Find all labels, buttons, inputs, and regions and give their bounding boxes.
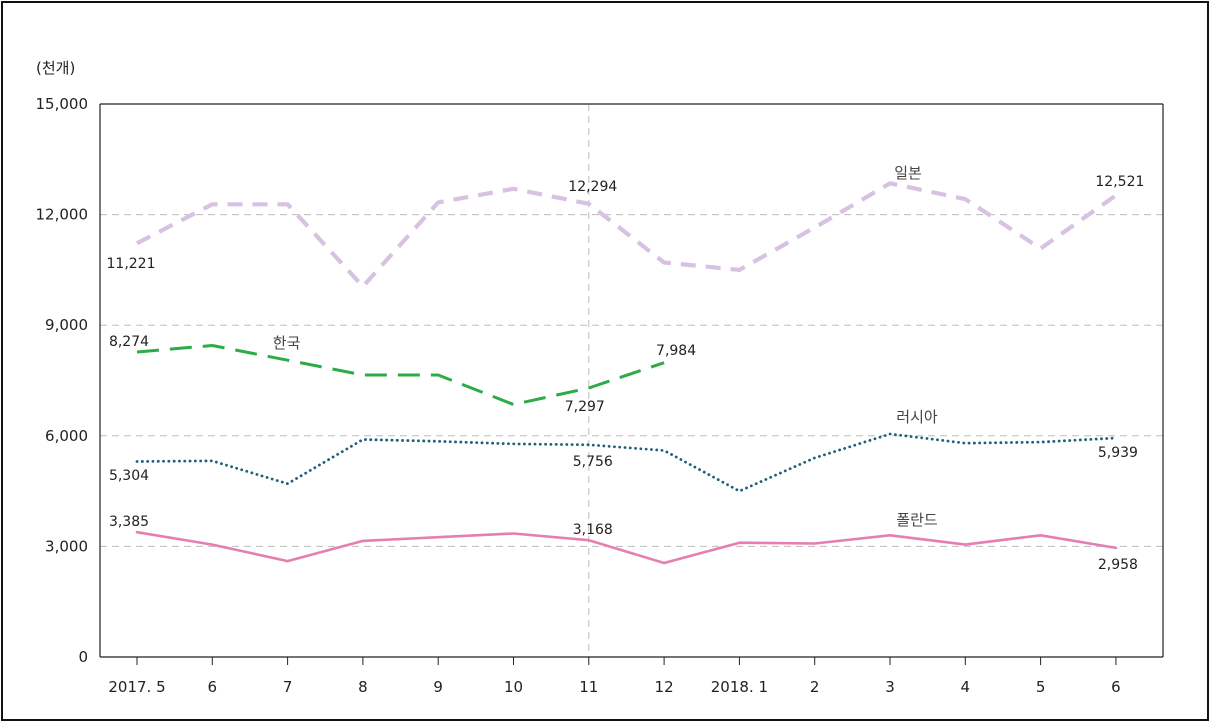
data-label: 5,756 — [573, 454, 613, 470]
series-name-label: 러시아 — [896, 408, 938, 426]
x-tick-label: 3 — [885, 678, 895, 696]
x-tick-label: 12 — [655, 678, 674, 696]
data-label: 5,304 — [109, 468, 149, 484]
data-label: 12,521 — [1095, 174, 1144, 190]
data-label: 11,221 — [107, 256, 156, 272]
y-tick-label: 12,000 — [36, 206, 89, 224]
x-tick-label: 9 — [433, 678, 443, 696]
series-line-3 — [135, 530, 1118, 565]
axes: 0 3,000 6,000 9,000 12,000 15,000 2017. 5 6 7 8 9 1… — [36, 95, 1164, 696]
data-label: 2,958 — [1098, 557, 1138, 573]
x-tick-label: 6 — [1111, 678, 1121, 696]
series-line-0 — [136, 181, 1118, 289]
x-tick-label: 10 — [504, 678, 523, 696]
series-name-label: 폴란드 — [896, 511, 938, 529]
series-name-label: 한국 — [273, 334, 301, 352]
y-tick-label: 6,000 — [45, 427, 88, 445]
x-tick-label: 2018. 1 — [711, 678, 768, 696]
series-line-2 — [135, 432, 1118, 493]
x-tick-label: 2017. 5 — [108, 678, 165, 696]
x-tick-label: 6 — [208, 678, 218, 696]
data-label: 3,385 — [109, 514, 149, 530]
x-tick-label: 8 — [358, 678, 368, 696]
data-label: 7,297 — [565, 399, 605, 415]
y-unit-label: (천개) — [36, 59, 75, 77]
y-tick-label: 3,000 — [45, 537, 88, 555]
data-label: 8,274 — [109, 334, 149, 350]
x-tick-label: 11 — [579, 678, 598, 696]
x-tick-label: 4 — [961, 678, 971, 696]
data-label: 12,294 — [568, 179, 617, 195]
data-label: 5,939 — [1098, 445, 1138, 461]
data-label: 7,984 — [656, 343, 696, 359]
x-tick-label: 7 — [283, 678, 293, 696]
series-name-label: 일본 — [894, 164, 922, 182]
grid — [100, 104, 1163, 657]
x-tick-label: 2 — [810, 678, 820, 696]
x-tick-label: 5 — [1036, 678, 1046, 696]
y-tick-label: 0 — [78, 648, 88, 666]
series-line-1 — [136, 344, 665, 406]
data-label: 3,168 — [573, 522, 613, 538]
y-tick-label: 15,000 — [36, 95, 89, 113]
y-tick-label: 9,000 — [45, 316, 88, 334]
series-lines — [135, 181, 1118, 565]
